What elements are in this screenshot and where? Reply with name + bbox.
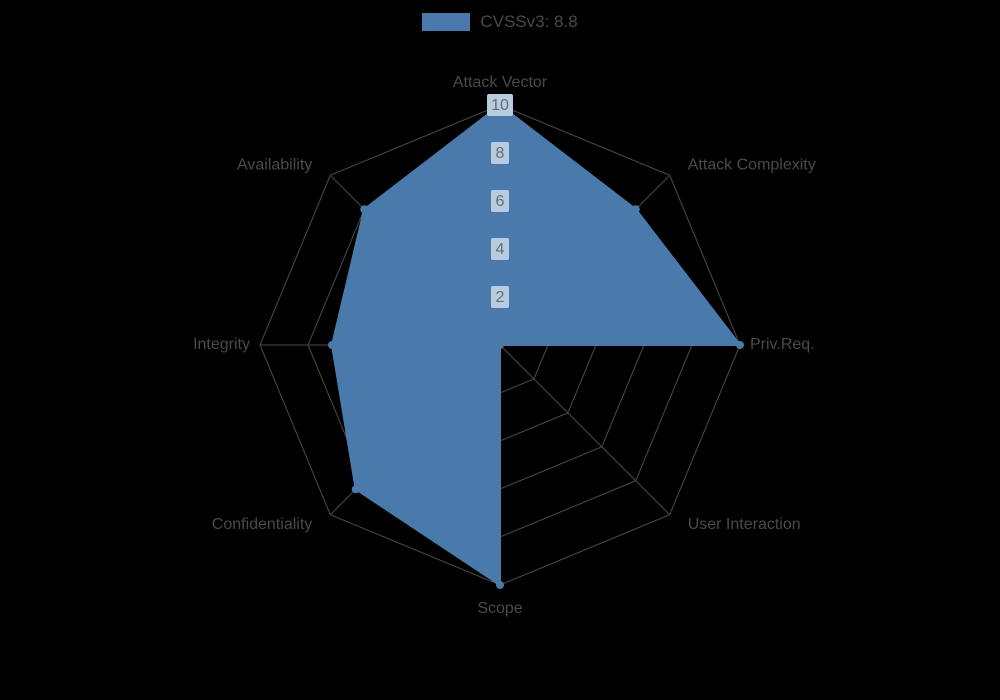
tick-label: 2 [496, 289, 505, 306]
axis-label: Confidentiality [212, 516, 313, 533]
tick-label: 4 [496, 241, 505, 258]
series-point [328, 341, 336, 349]
axis-label: Integrity [193, 336, 250, 353]
series-point [632, 205, 640, 213]
series-point [496, 341, 504, 349]
axis-label: Attack Complexity [688, 157, 816, 174]
axis-label: Availability [237, 157, 312, 174]
tick-label: 8 [496, 145, 505, 162]
tick-label: 6 [496, 193, 505, 210]
radar-series [332, 105, 740, 585]
chart-legend: CVSSv3: 8.8 [0, 12, 1000, 36]
series-point [496, 581, 504, 589]
legend-swatch [422, 13, 470, 31]
series-point [736, 341, 744, 349]
axis-label: Priv.Req. [750, 336, 815, 353]
legend-label: CVSSv3: 8.8 [480, 12, 577, 32]
series-point [352, 485, 360, 493]
radar-chart: 2 4 6 8 10 Attack Vector Attack Complexity Pri… [0, 0, 1000, 700]
axis-label: Scope [477, 600, 522, 617]
grid-spoke [500, 345, 670, 515]
tick-label: 10 [491, 97, 509, 114]
axis-label: User Interaction [688, 516, 801, 533]
axis-label: Attack Vector [453, 74, 548, 91]
series-point [360, 205, 368, 213]
legend-item: CVSSv3: 8.8 [422, 12, 577, 32]
series-polygon [332, 105, 740, 585]
